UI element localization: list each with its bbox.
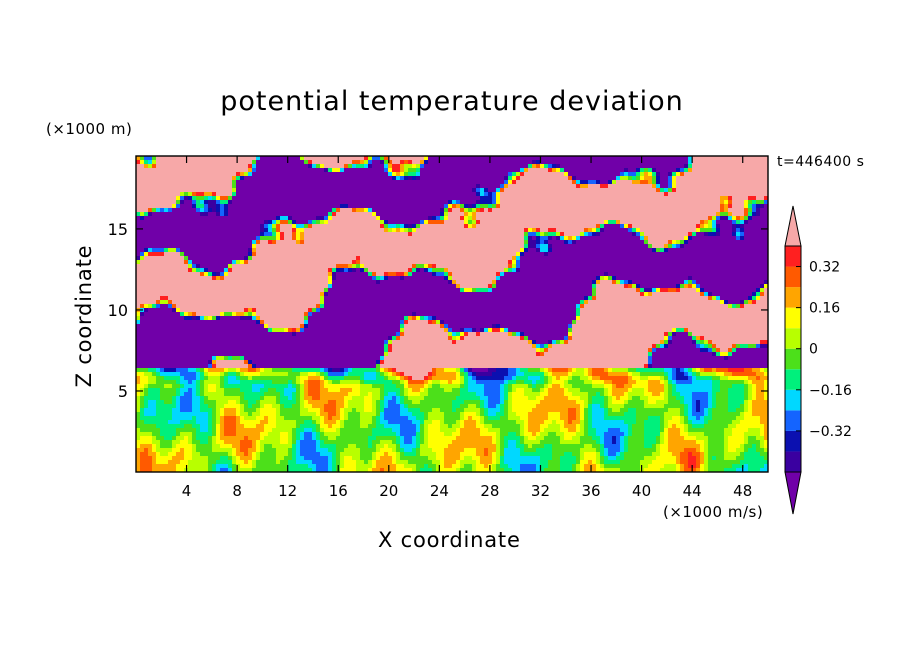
colorbar-bin: [785, 246, 801, 267]
colorbar-tick-label: 0.16: [809, 301, 840, 317]
x-axis-label: X coordinate: [378, 528, 521, 552]
x-axis-unit: (×1000 m/s): [663, 503, 764, 521]
contour-field: [136, 156, 768, 472]
x-tick-label: 32: [531, 482, 550, 500]
x-tick-label: 24: [430, 482, 449, 500]
y-tick-label: 10: [108, 301, 128, 320]
colorbar-bin: [785, 328, 801, 349]
colorbar-tick-label: 0.32: [809, 260, 840, 276]
colorbar-frame: [784, 245, 802, 473]
colorbar-bin: [785, 348, 801, 370]
x-tick-label: 12: [278, 482, 297, 500]
colorbar-bin: [785, 369, 801, 390]
colorbar-extend-max: [784, 205, 802, 247]
time-label: t=446400 s: [777, 154, 865, 170]
x-tick-label: 8: [232, 482, 242, 500]
colorbar-bin: [785, 430, 801, 452]
x-tick-label: 36: [581, 482, 600, 500]
colorbar-bin: [785, 266, 801, 288]
colorbar-tick-label: 0: [809, 342, 818, 358]
x-tick-label: 16: [329, 482, 348, 500]
plot-frame: [135, 155, 769, 473]
x-tick-label: 40: [632, 482, 651, 500]
x-tick-label: 20: [379, 482, 398, 500]
colorbar-bin: [785, 307, 801, 329]
y-axis-unit: (×1000 m): [46, 120, 133, 138]
colorbar-bin: [785, 410, 801, 431]
colorbar-bin: [785, 389, 801, 411]
x-tick-label: 28: [480, 482, 499, 500]
x-tick-label: 48: [733, 482, 752, 500]
y-tick-label: 5: [118, 382, 128, 401]
colorbar-tick-label: −0.16: [809, 383, 852, 399]
colorbar-extend-min: [784, 471, 802, 515]
colorbar-tick-label: −0.32: [809, 424, 852, 440]
y-tick-label: 15: [108, 220, 128, 239]
colorbar-bin: [785, 287, 801, 308]
y-axis: 5 10 15: [108, 220, 768, 401]
chart-title: potential temperature deviation: [220, 86, 684, 117]
x-tick-label: 4: [182, 482, 192, 500]
x-tick-label: 44: [683, 482, 702, 500]
colorbar-bin: [785, 451, 801, 472]
colorbar: 0.32 0.16 0 −0.16 −0.32: [784, 205, 852, 515]
x-axis: 4 8 12 16 20 24 28 32 36 40 44 48: [182, 156, 752, 500]
